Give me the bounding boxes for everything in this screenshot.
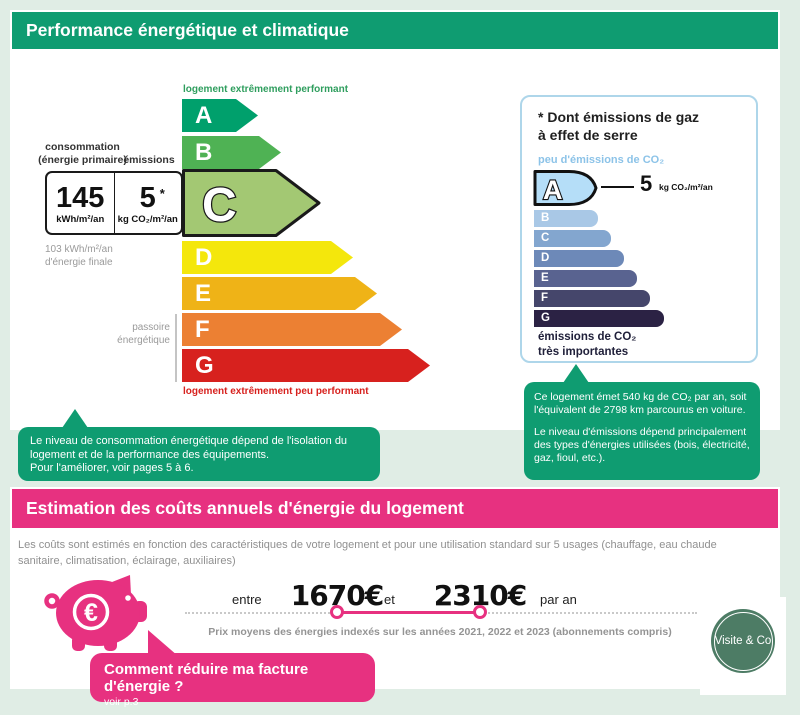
energy-class-D-arrow: D: [182, 241, 353, 274]
consumption-value-cell: 145 kWh/m²/an: [47, 173, 115, 233]
co2-value: 5: [640, 171, 653, 196]
piggy-bank-icon: €: [44, 575, 147, 651]
visite-co-logo: Visite & Co: [711, 609, 775, 673]
emissions-value-cell: 5 * kg CO₂/m²/an: [115, 173, 182, 233]
energy-class-F-arrow: F: [182, 313, 402, 346]
svg-text:€: €: [84, 599, 98, 627]
co2-class-G-bar: G: [534, 310, 664, 327]
passoire-bracket-line: [175, 314, 177, 382]
energy-values-box: 145 kWh/m²/an 5 * kg CO₂/m²/an: [45, 171, 183, 235]
co2-class-D-bar: D: [534, 250, 624, 267]
passoire-label: passoire énergétique: [117, 322, 170, 346]
per-year-word: par an: [540, 592, 577, 607]
cta-page-ref: voir p.3: [104, 696, 139, 708]
co2-panel-title: * Dont émissions de gaz à effet de serre: [538, 109, 700, 143]
cta-title: Comment réduire ma facture d'énergie ?: [104, 661, 309, 695]
co2-class-A-letter: A: [543, 175, 563, 205]
energy-section-header: Performance énergétique et climatique: [12, 12, 778, 49]
scale-top-label: logement extrêmement performant: [183, 84, 349, 95]
max-cost-marker: [473, 605, 487, 619]
energy-class-G-arrow: G: [182, 349, 430, 382]
costs-note: Prix moyens des énergies indexés sur les…: [208, 626, 672, 638]
co2-class-B-bar: B: [534, 210, 598, 227]
consumption-callout: Le niveau de consommation énergétique dé…: [18, 427, 380, 481]
energy-class-C-current-arrow: C: [182, 169, 321, 237]
co2-class-C-bar: C: [534, 230, 611, 247]
cta-callout: Comment réduire ma facture d'énergie ? v…: [90, 653, 375, 708]
min-cost-marker: [330, 605, 344, 619]
co2-high-label: émissions de CO₂ très importantes: [538, 331, 637, 358]
scale-bottom-label: logement extrêmement peu performant: [183, 386, 369, 397]
left-callout-pointer: [62, 409, 88, 428]
co2-emissions-panel: * Dont émissions de gaz à effet de serre…: [520, 95, 758, 363]
cta-callout-pointer: [148, 630, 178, 656]
consumption-unit: kWh/m²/an: [56, 214, 105, 225]
co2-value-unit: kg CO₂/m²/an: [659, 182, 713, 192]
costs-intro-text: Les coûts sont estimés en fonction des c…: [18, 539, 717, 567]
consumption-label: consommation (énergie primaire): [38, 141, 127, 166]
between-word: entre: [232, 592, 262, 607]
final-energy-note: 103 kWh/m²/an d'énergie finale: [45, 244, 113, 268]
cost-range-line: [337, 611, 480, 614]
consumption-value: 145: [56, 182, 105, 214]
emissions-callout: Ce logement émet 540 kg de CO₂ par an, s…: [524, 382, 760, 480]
costs-section-header: Estimation des coûts annuels d'énergie d…: [12, 489, 778, 528]
co2-class-A-highlight: A: [533, 170, 598, 206]
asterisk: *: [159, 186, 165, 201]
co2-class-E-bar: E: [534, 270, 637, 287]
logo-text: Visite & Co: [714, 635, 772, 647]
co2-class-F-bar: F: [534, 290, 650, 307]
energy-class-C-letter: C: [202, 179, 237, 232]
energy-class-E-arrow: E: [182, 277, 377, 310]
co2-low-label: peu d'émissions de CO₂: [538, 154, 665, 166]
emissions-label: émissions: [123, 154, 175, 166]
energy-section-title: Performance énergétique et climatique: [26, 20, 349, 40]
right-callout-pointer: [563, 364, 589, 383]
logo-container: Visite & Co: [700, 597, 786, 695]
co2-pointer-line: [601, 186, 634, 188]
emissions-unit: kg CO₂/m²/an: [117, 214, 178, 225]
costs-section-title: Estimation des coûts annuels d'énergie d…: [26, 498, 464, 518]
and-word: et: [384, 592, 395, 607]
energy-class-B-arrow: B: [182, 136, 281, 169]
emissions-value: 5 *: [140, 183, 165, 213]
